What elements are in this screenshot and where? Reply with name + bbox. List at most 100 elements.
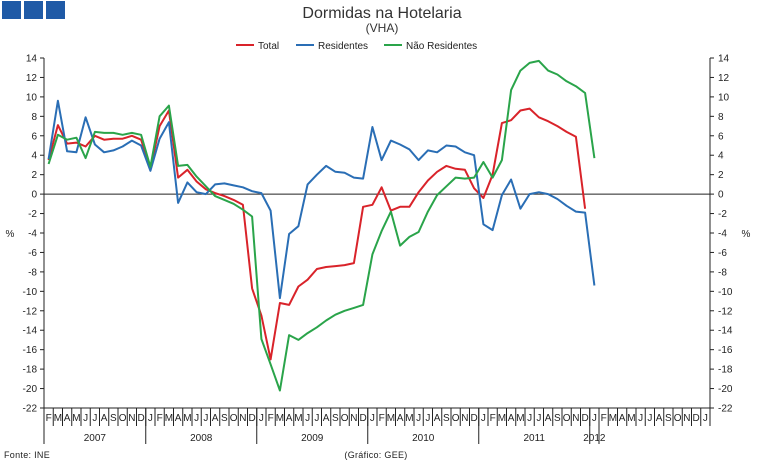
month-label: N xyxy=(128,413,135,424)
month-label: J xyxy=(647,413,652,424)
y-tick-label-left: -22 xyxy=(23,404,38,415)
y-tick-label-right: -4 xyxy=(718,229,727,240)
month-label: J xyxy=(203,413,208,424)
y-tick-label-right: -16 xyxy=(718,345,733,356)
year-label: 2009 xyxy=(301,433,324,444)
y-tick-label-left: -18 xyxy=(23,365,38,376)
month-label: N xyxy=(239,413,246,424)
month-label: D xyxy=(693,413,700,424)
month-label: J xyxy=(305,413,310,424)
month-label: M xyxy=(165,413,173,424)
year-label: 2007 xyxy=(84,433,107,444)
footer-credit: (Gráfico: GEE) xyxy=(344,450,407,460)
y-tick-label-right: -8 xyxy=(718,267,727,278)
month-label: O xyxy=(674,413,682,424)
month-label: M xyxy=(276,413,284,424)
month-label: A xyxy=(323,413,330,424)
month-label: A xyxy=(101,413,108,424)
logo-square-1 xyxy=(2,1,21,19)
series-lines xyxy=(47,59,596,392)
month-label: D xyxy=(249,413,256,424)
legend: Total Residentes Não Residentes xyxy=(236,41,477,52)
month-label: M xyxy=(72,413,80,424)
month-label: A xyxy=(619,413,626,424)
y-tick-label-left: -12 xyxy=(23,306,38,317)
y-tick-label-right: 12 xyxy=(718,73,730,84)
year-label: 2012 xyxy=(583,433,606,444)
month-label: M xyxy=(498,413,506,424)
month-label: J xyxy=(481,413,486,424)
month-label: J xyxy=(638,413,643,424)
month-label: F xyxy=(601,413,607,424)
month-label: A xyxy=(397,413,404,424)
month-label: A xyxy=(286,413,293,424)
month-label: J xyxy=(703,413,708,424)
month-label: F xyxy=(379,413,385,424)
month-label: A xyxy=(175,413,182,424)
month-label: J xyxy=(92,413,97,424)
year-label: 2010 xyxy=(412,433,435,444)
y-tick-label-left: 4 xyxy=(31,151,37,162)
month-label: S xyxy=(221,413,228,424)
month-label: S xyxy=(443,413,450,424)
y-tick-label-right: -14 xyxy=(718,326,733,337)
month-label: J xyxy=(314,413,319,424)
footer-source: Fonte: INE xyxy=(4,450,50,460)
y-tick-label-right: -22 xyxy=(718,404,733,415)
month-label: A xyxy=(434,413,441,424)
y-tick-label-right: -2 xyxy=(718,209,727,220)
month-label: D xyxy=(138,413,145,424)
y-tick-label-left: 8 xyxy=(31,112,37,123)
axes: 14 14 12 12 10 10 8 8 6 6 4 4 2 2 0 0 -2 -2 -4 -4 -6 -6 -8 -8 -1… xyxy=(23,54,733,415)
y-axis-label-left: % xyxy=(6,229,15,240)
logo xyxy=(2,1,65,19)
month-label: M xyxy=(54,413,62,424)
month-label: N xyxy=(461,413,468,424)
month-label: N xyxy=(683,413,690,424)
y-tick-label-left: 10 xyxy=(26,92,38,103)
year-label: 2011 xyxy=(523,433,545,444)
y-tick-label-left: 0 xyxy=(31,190,37,201)
month-label: A xyxy=(545,413,552,424)
month-label: A xyxy=(656,413,663,424)
month-label: J xyxy=(83,413,88,424)
y-tick-label-right: -10 xyxy=(718,287,733,298)
y-tick-label-right: -6 xyxy=(718,248,727,259)
series-line-residentes xyxy=(47,99,596,300)
year-label: 2008 xyxy=(190,433,213,444)
month-label: N xyxy=(572,413,579,424)
legend-label-nao-residentes: Não Residentes xyxy=(406,41,477,52)
month-label: D xyxy=(471,413,478,424)
y-tick-label-left: -14 xyxy=(23,326,38,337)
month-label: M xyxy=(516,413,524,424)
series-line-total xyxy=(47,107,587,361)
month-label: O xyxy=(341,413,349,424)
y-tick-label-left: 2 xyxy=(31,170,37,181)
y-tick-label-left: -2 xyxy=(28,209,37,220)
month-label: N xyxy=(350,413,357,424)
month-label: M xyxy=(627,413,635,424)
month-label: J xyxy=(592,413,597,424)
month-label: S xyxy=(332,413,339,424)
month-label: M xyxy=(183,413,191,424)
logo-square-3 xyxy=(46,1,65,19)
month-label: J xyxy=(370,413,375,424)
y-tick-label-right: -18 xyxy=(718,365,733,376)
y-tick-label-right: -20 xyxy=(718,384,733,395)
y-tick-label-left: 6 xyxy=(31,131,37,142)
y-tick-label-right: -12 xyxy=(718,306,733,317)
month-label: A xyxy=(508,413,515,424)
month-label: J xyxy=(527,413,532,424)
y-tick-label-right: 2 xyxy=(718,170,724,181)
y-tick-label-left: -8 xyxy=(28,267,37,278)
month-label: M xyxy=(387,413,395,424)
month-label: F xyxy=(157,413,163,424)
y-tick-label-left: 14 xyxy=(26,54,38,65)
logo-square-2 xyxy=(24,1,43,19)
month-label: F xyxy=(268,413,274,424)
month-label: O xyxy=(563,413,571,424)
month-label: O xyxy=(230,413,238,424)
month-label: J xyxy=(425,413,430,424)
